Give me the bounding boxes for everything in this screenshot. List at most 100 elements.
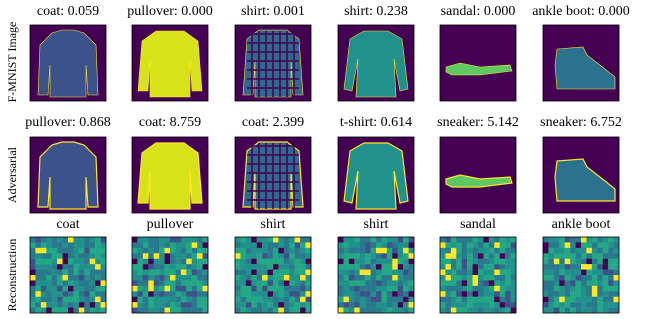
pixel bbox=[306, 291, 312, 297]
pixel bbox=[284, 259, 290, 265]
pixel bbox=[73, 253, 79, 259]
pixel bbox=[84, 259, 90, 265]
pixel bbox=[143, 297, 149, 303]
pixel bbox=[143, 237, 149, 243]
pixel bbox=[354, 302, 360, 308]
pixel bbox=[235, 259, 241, 265]
pixel bbox=[137, 270, 143, 276]
pixel bbox=[500, 286, 506, 292]
pixel bbox=[576, 297, 582, 303]
pixel bbox=[554, 253, 560, 259]
pixel bbox=[41, 286, 47, 292]
pixel bbox=[278, 242, 284, 248]
pixel bbox=[511, 286, 517, 292]
pixel bbox=[52, 270, 58, 276]
pixel bbox=[576, 286, 582, 292]
pixel bbox=[365, 297, 371, 303]
pixel bbox=[371, 286, 377, 292]
pixel bbox=[240, 248, 246, 254]
pixel bbox=[478, 297, 484, 303]
pixel bbox=[445, 237, 451, 243]
pixel bbox=[197, 264, 203, 270]
pixel bbox=[371, 248, 377, 254]
pixel bbox=[203, 248, 209, 254]
pixel bbox=[284, 253, 290, 259]
garment bbox=[138, 143, 202, 209]
pixel bbox=[295, 308, 301, 314]
pixel bbox=[284, 297, 290, 303]
pixel bbox=[473, 286, 479, 292]
pixel bbox=[84, 237, 90, 243]
pixel bbox=[349, 280, 355, 286]
pixel bbox=[278, 286, 284, 292]
pixel bbox=[52, 286, 58, 292]
pixel bbox=[300, 291, 306, 297]
pixel bbox=[581, 297, 587, 303]
pixel bbox=[371, 297, 377, 303]
pixel bbox=[360, 286, 366, 292]
pixel bbox=[246, 308, 252, 314]
pixel bbox=[511, 280, 517, 286]
pixel bbox=[349, 308, 355, 314]
pixel bbox=[257, 308, 263, 314]
pixel bbox=[41, 302, 47, 308]
pixel bbox=[246, 297, 252, 303]
pixel bbox=[608, 275, 614, 281]
pixel bbox=[343, 237, 349, 243]
pixel bbox=[95, 297, 101, 303]
pixel bbox=[467, 253, 473, 259]
pixel bbox=[79, 237, 85, 243]
pixel bbox=[570, 270, 576, 276]
pixel bbox=[52, 308, 58, 314]
pixel bbox=[235, 237, 241, 243]
pixel bbox=[473, 237, 479, 243]
pixel bbox=[68, 270, 74, 276]
pixel bbox=[398, 264, 404, 270]
pixel bbox=[462, 291, 468, 297]
pixel bbox=[581, 248, 587, 254]
pixel bbox=[251, 237, 257, 243]
pixel bbox=[398, 275, 404, 281]
pixel bbox=[586, 280, 592, 286]
pixel bbox=[354, 308, 360, 314]
pixel bbox=[456, 242, 462, 248]
pixel bbox=[409, 302, 415, 308]
pixel bbox=[46, 291, 52, 297]
pixel bbox=[95, 280, 101, 286]
pixel bbox=[262, 308, 268, 314]
pixel bbox=[278, 248, 284, 254]
pixel bbox=[46, 242, 52, 248]
pixel bbox=[483, 291, 489, 297]
pixel bbox=[478, 270, 484, 276]
pixel bbox=[360, 259, 366, 265]
pixel bbox=[63, 270, 69, 276]
pixel bbox=[181, 275, 187, 281]
pixel bbox=[262, 275, 268, 281]
pixel bbox=[197, 242, 203, 248]
pixel bbox=[381, 248, 387, 254]
pixel bbox=[186, 280, 192, 286]
pixel bbox=[159, 302, 165, 308]
pixel bbox=[398, 297, 404, 303]
pixel bbox=[257, 264, 263, 270]
pixel bbox=[35, 242, 41, 248]
pixel bbox=[273, 253, 279, 259]
pixel bbox=[570, 248, 576, 254]
pixel bbox=[84, 280, 90, 286]
pixel bbox=[90, 270, 96, 276]
pixel bbox=[554, 259, 560, 265]
pixel bbox=[581, 291, 587, 297]
pixel bbox=[101, 275, 107, 281]
pixel bbox=[398, 242, 404, 248]
pixel bbox=[608, 291, 614, 297]
pixel bbox=[494, 270, 500, 276]
pixel bbox=[197, 302, 203, 308]
pixel bbox=[505, 259, 511, 265]
pixel bbox=[148, 242, 154, 248]
pixel bbox=[451, 286, 457, 292]
pixel bbox=[554, 308, 560, 314]
pixel bbox=[159, 248, 165, 254]
pixel bbox=[473, 280, 479, 286]
pixel bbox=[592, 270, 598, 276]
pixel bbox=[35, 248, 41, 254]
